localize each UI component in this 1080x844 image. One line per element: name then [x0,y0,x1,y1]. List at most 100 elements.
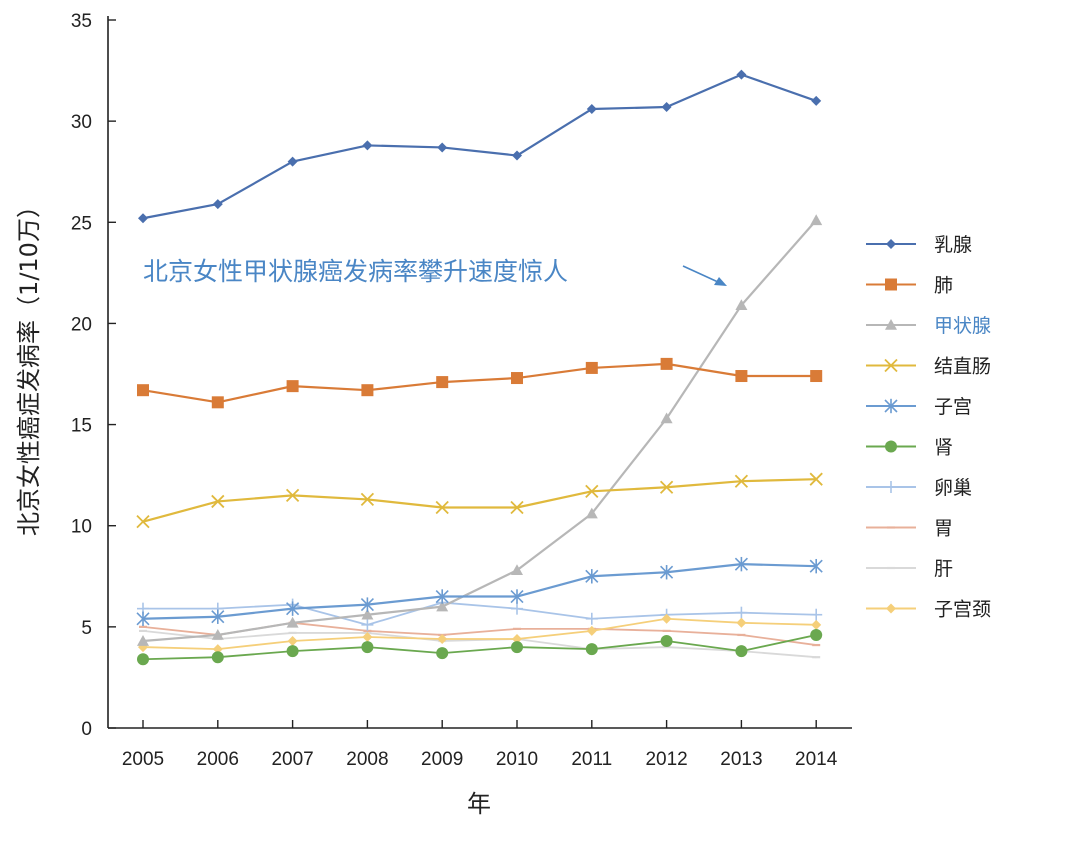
data-point [736,69,747,80]
data-point [810,214,823,226]
series-line [142,362,817,404]
data-point [734,556,748,572]
legend-marker [885,319,897,330]
legend-label: 肺 [934,275,953,297]
legend-label: 肝 [934,558,953,580]
legend-item: 子宫 [866,396,972,418]
data-point [660,565,674,580]
data-point [809,558,823,574]
legend-marker [884,398,898,414]
legend-item: 乳腺 [866,234,972,256]
x-tick-label: 2009 [421,749,463,770]
data-point [286,616,299,628]
series-line [142,478,817,523]
legend-item: 结直肠 [866,356,991,378]
legend-label: 子宫 [934,396,972,418]
data-point [809,472,823,486]
data-point [362,140,373,151]
data-point [437,633,448,644]
data-point [286,645,299,658]
x-tick-label: 2013 [720,749,762,770]
series-line [142,617,817,651]
data-point [660,635,673,648]
legend-marker [885,440,897,453]
annotation-text: 北京女性甲状腺癌发病率攀升速度惊人 [143,257,568,286]
legend-label: 甲状腺 [934,315,991,337]
legend-item: 甲状腺 [866,315,991,337]
series-line [143,601,817,626]
x-tick-label: 2006 [197,749,239,770]
data-point [361,618,374,631]
data-point [285,488,300,503]
data-point [360,597,374,612]
data-point [510,500,524,515]
legend-marker [885,481,897,493]
legend-item: 卵巢 [866,477,972,499]
x-tick-label: 2014 [795,749,838,770]
data-point [211,494,225,509]
data-point [585,507,598,519]
data-point [436,647,449,660]
data-point [586,104,597,115]
series-2 [137,357,823,409]
x-tick-label: 2007 [271,749,313,770]
data-point [211,609,225,624]
legend-label: 卵巢 [934,477,972,499]
data-point [659,480,674,494]
data-point [136,611,150,626]
y-tick-label: 10 [71,517,92,538]
data-point [211,396,224,409]
legend-marker [885,278,897,291]
x-tick-label: 2010 [496,749,538,770]
data-point [512,150,522,161]
data-point [436,600,449,612]
data-point [211,651,224,664]
data-point [660,412,673,424]
series-1 [138,69,822,224]
data-point [810,370,823,383]
axes: 0 5 10 15 20 25 30 35 2005 2006 2007 2008 2009 2010 20… [71,11,852,770]
data-point [137,653,149,666]
y-axis-title: 北京女性癌症发病率（1/10万） [15,194,43,536]
legend-item: 肺 [866,275,953,297]
data-point [735,606,748,619]
data-point [661,101,672,112]
legend-marker [886,239,896,249]
legend-item: 子宫颈 [866,599,991,621]
series-line [142,219,818,643]
series-layer [136,69,823,666]
data-point [735,645,748,658]
data-point [361,641,374,654]
legend-item: 肾 [866,437,953,459]
data-point [435,500,449,515]
data-point [811,619,822,630]
series-line [142,621,817,646]
y-tick-label: 0 [81,719,92,740]
data-point [286,601,300,616]
data-point [810,608,823,621]
legend-label: 结直肠 [934,356,991,378]
data-point [361,608,374,620]
data-point [734,474,749,488]
data-point [511,372,523,385]
legend-item: 胃 [866,518,953,540]
data-point [511,564,523,576]
annotation-arrow [682,265,727,286]
data-point [585,612,598,625]
legend-marker [886,603,896,614]
data-point [735,299,748,311]
data-point [585,643,598,656]
y-tick-label: 15 [71,416,92,437]
data-point [736,617,747,628]
series-9 [139,629,821,659]
series-5 [136,556,823,626]
data-point [136,515,150,529]
legend-label: 肾 [934,437,953,459]
series-8 [139,621,821,647]
data-point [287,156,298,167]
data-point [585,484,599,498]
data-point [286,380,299,393]
data-point [660,357,673,370]
